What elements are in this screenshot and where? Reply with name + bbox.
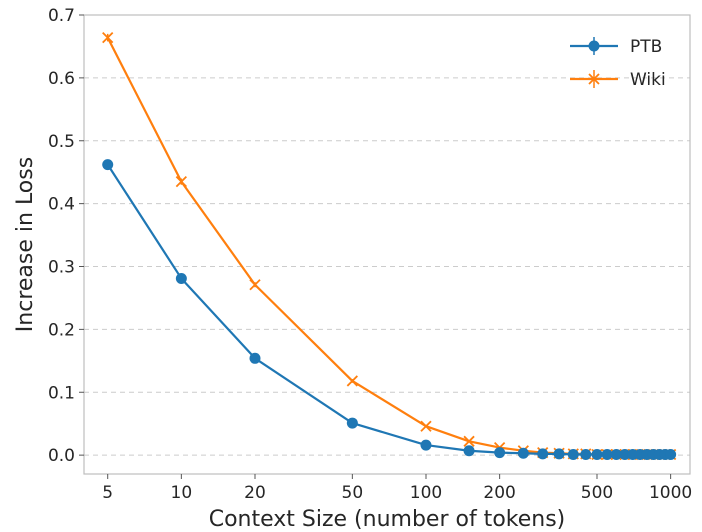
marker-dot [601, 449, 613, 461]
x-tick-label: 500 [581, 483, 613, 503]
data-point-ptb [420, 439, 432, 451]
marker-dot [665, 449, 677, 461]
marker-x-stroke [463, 435, 475, 447]
data-point-ptb [619, 449, 631, 461]
x-tick-label: 10 [171, 483, 193, 503]
y-tick-label: 0.1 [48, 383, 75, 403]
data-point-wiki [463, 435, 475, 447]
x-tick-label: 100 [410, 483, 442, 503]
data-point-wiki [346, 375, 358, 387]
series-wiki [102, 31, 677, 461]
marker-dot [619, 449, 631, 461]
marker-dot [517, 447, 529, 459]
marker-dot [175, 272, 187, 284]
marker-x-stroke [249, 279, 261, 291]
data-point-ptb [249, 352, 261, 364]
series-line-ptb [106, 164, 671, 456]
marker-x-stroke [420, 420, 432, 432]
y-tick-label: 0.7 [48, 6, 75, 26]
y-tick-label: 0.3 [48, 258, 75, 278]
data-point-ptb [175, 272, 187, 284]
marker-dot [610, 449, 622, 461]
data-point-ptb [665, 449, 677, 461]
series-ptb [102, 159, 677, 461]
marker-dot [553, 448, 565, 460]
data-point-ptb [610, 449, 622, 461]
y-tick-label: 0.5 [48, 132, 75, 152]
data-point-ptb [346, 417, 358, 429]
marker-x-stroke [175, 175, 187, 188]
data-point-ptb [580, 449, 592, 461]
marker-dot [420, 439, 432, 451]
y-tick-label: 0.0 [48, 446, 75, 466]
y-axis-label: Increase in Loss [13, 157, 38, 332]
data-point-ptb [537, 448, 549, 460]
legend: PTB Wiki [570, 37, 666, 90]
data-point-ptb [463, 445, 475, 457]
legend-item-wiki: Wiki [570, 70, 666, 90]
x-tick-label: 200 [483, 483, 515, 503]
data-point-ptb [102, 159, 114, 171]
legend-item-ptb: PTB [570, 37, 662, 57]
data-point-ptb [567, 449, 579, 461]
marker-dot [588, 40, 600, 52]
x-tick-label: 50 [342, 483, 364, 503]
data-point-ptb [553, 448, 565, 460]
grid-lines [84, 77, 690, 456]
marker-dot [249, 352, 261, 364]
marker-dot [537, 448, 549, 460]
legend-label-ptb: PTB [630, 37, 662, 57]
marker-x-stroke [346, 375, 358, 387]
marker-dot [463, 445, 475, 457]
y-tick-label: 0.4 [48, 195, 75, 215]
legend-label-wiki: Wiki [630, 70, 666, 90]
data-point-wiki [420, 420, 432, 432]
data-point-ptb [591, 449, 603, 461]
marker-dot [580, 449, 592, 461]
y-tick-label: 0.2 [48, 320, 75, 340]
marker-x-stroke [102, 31, 114, 44]
data-point-ptb [517, 447, 529, 459]
marker-dot [102, 159, 114, 171]
data-point-ptb [494, 447, 506, 459]
plot-frame [83, 14, 691, 475]
data-point-wiki [102, 31, 114, 44]
marker-x-stroke [588, 73, 600, 85]
data-point-wiki [175, 175, 187, 188]
y-tick-label: 0.6 [48, 69, 75, 89]
marker-dot [494, 447, 506, 459]
y-axis-ticks: 0.0 0.1 0.2 0.3 0.4 0.5 0.6 0.7 [48, 6, 84, 466]
x-tick-label: 1000 [649, 483, 692, 503]
x-tick-label: 20 [244, 483, 266, 503]
marker-dot [567, 449, 579, 461]
series-group [102, 31, 677, 461]
legend-marker-ptb [588, 37, 600, 55]
marker-dot [591, 449, 603, 461]
x-axis-ticks: 5 10 20 50 100 200 500 1000 [102, 474, 692, 503]
legend-marker-wiki [588, 70, 600, 88]
x-axis-label: Context Size (number of tokens) [209, 507, 566, 532]
x-tick-label: 5 [102, 483, 113, 503]
marker-dot [346, 417, 358, 429]
data-point-ptb [601, 449, 613, 461]
data-point-wiki [249, 279, 261, 291]
